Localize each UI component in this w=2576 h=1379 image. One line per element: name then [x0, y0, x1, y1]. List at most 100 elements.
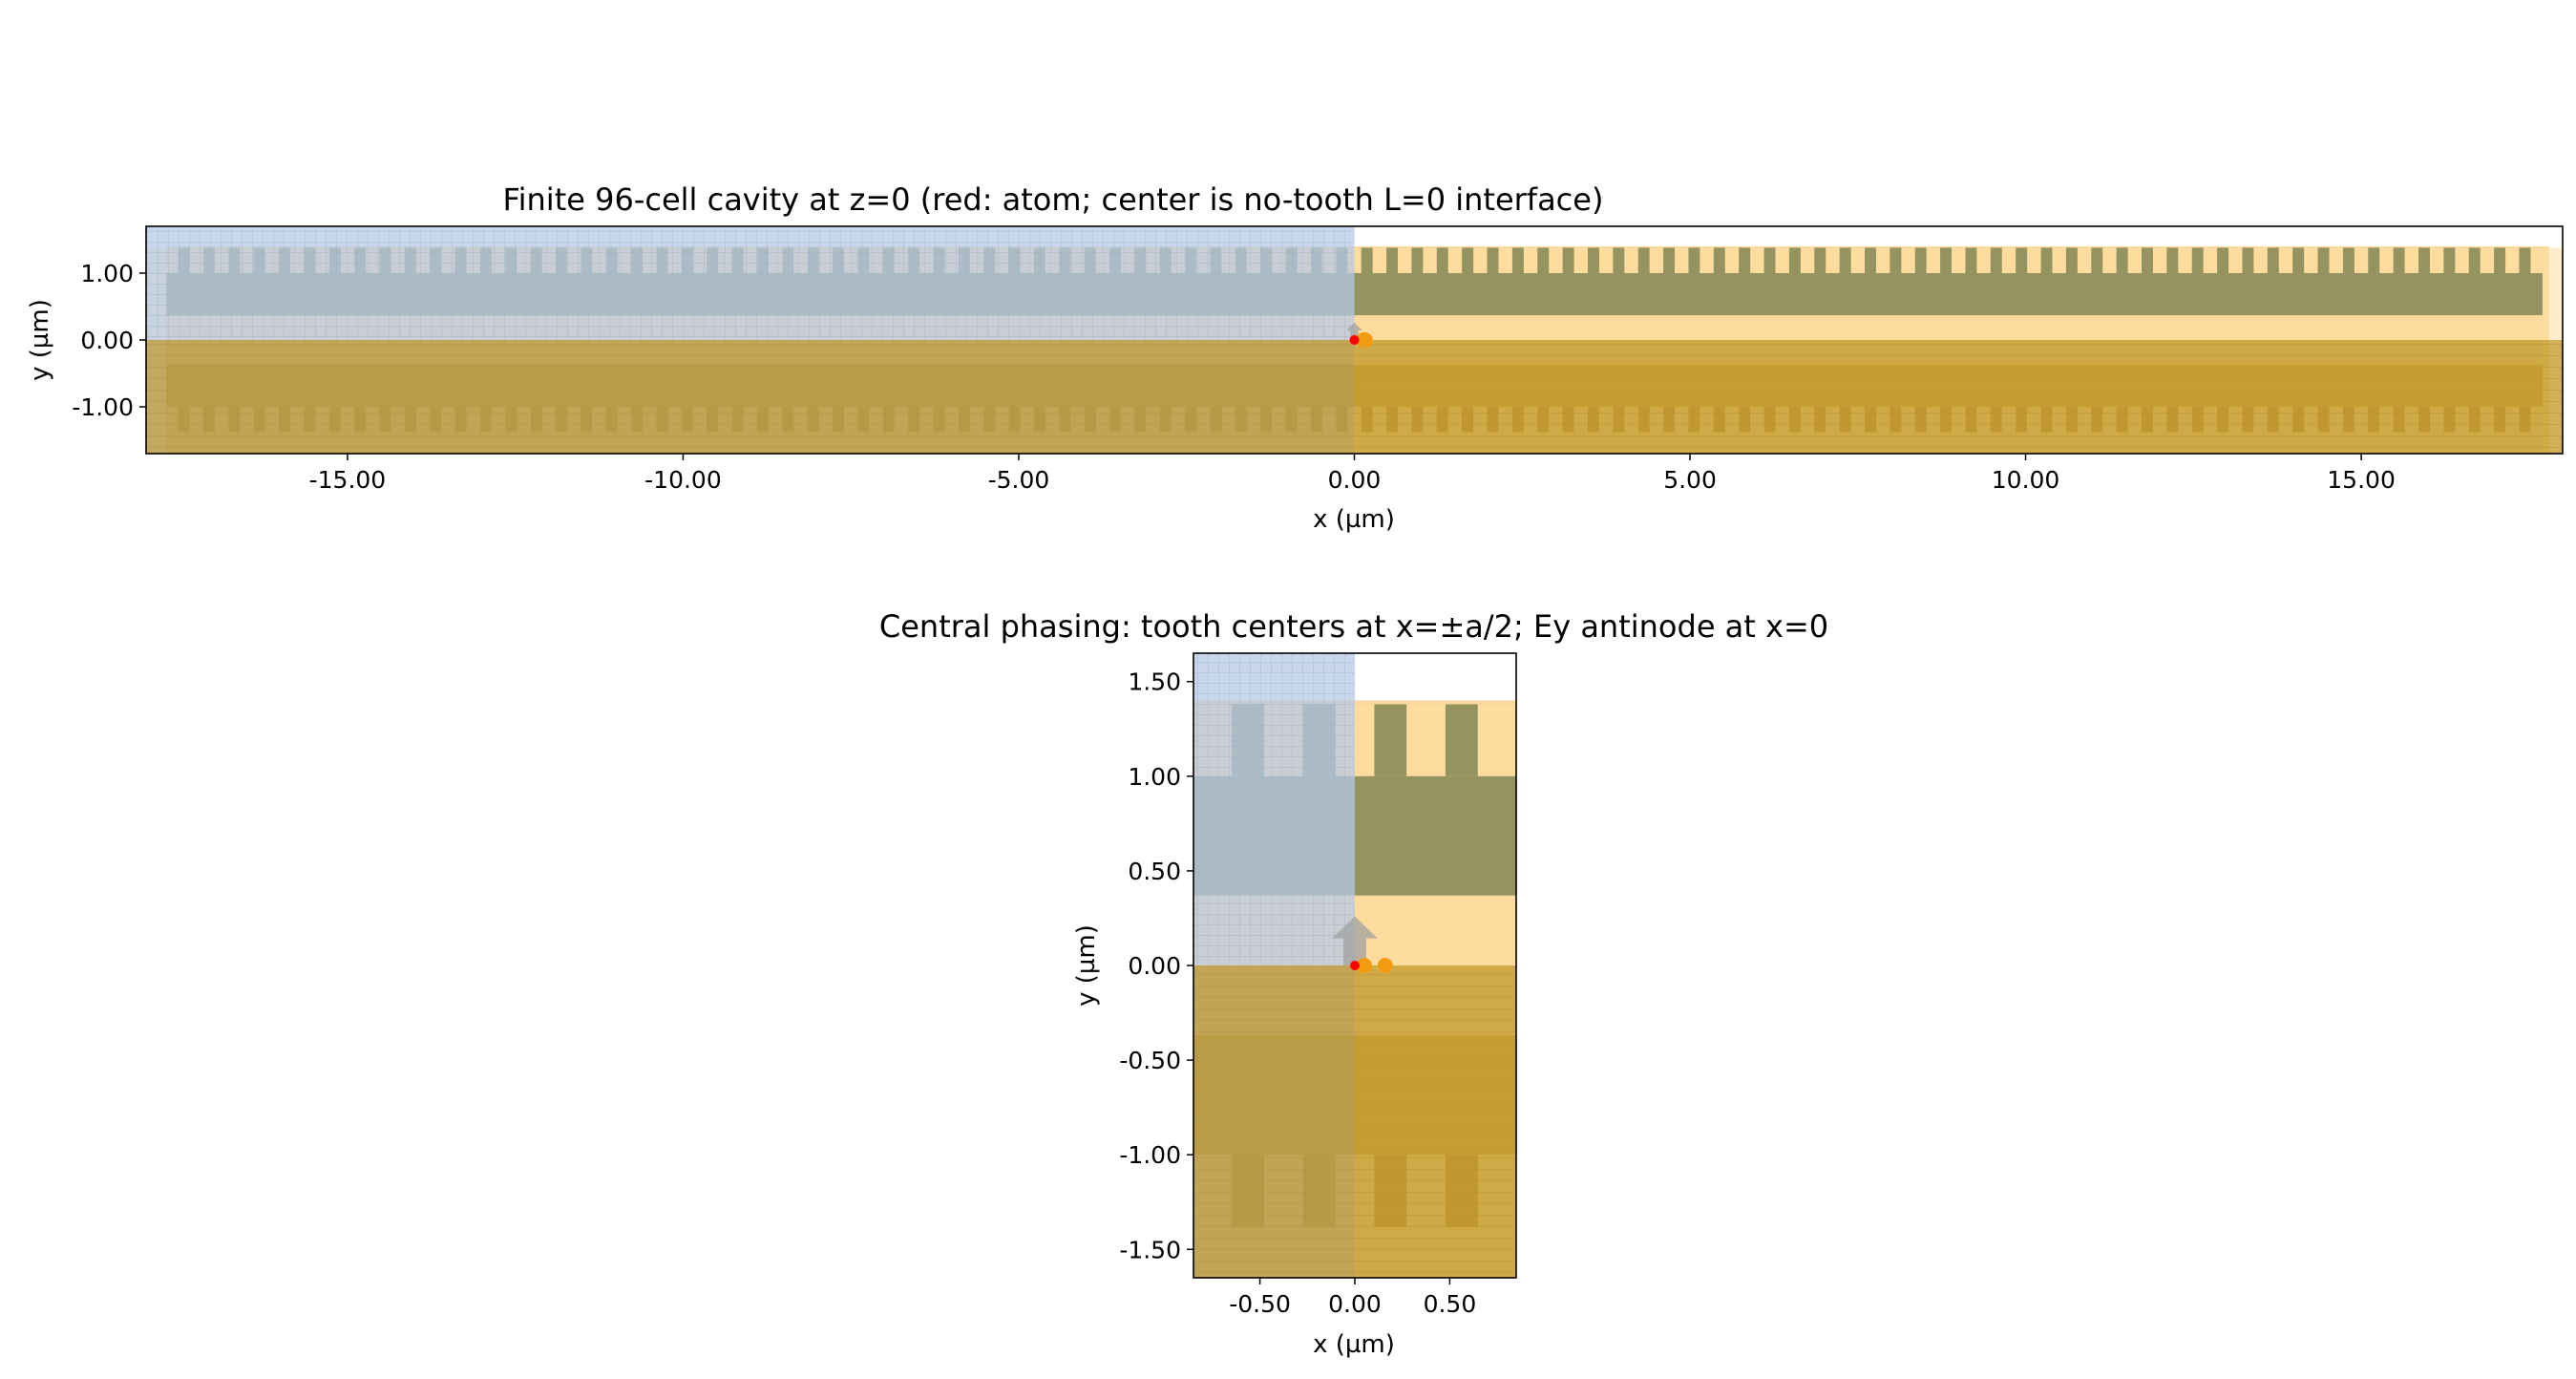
lower-tooth [2494, 407, 2506, 433]
lower-tooth [983, 407, 996, 433]
lower-tooth [379, 407, 391, 433]
lower-tooth [404, 407, 416, 433]
x-tick-label: -10.00 [644, 466, 722, 494]
upper-tooth [2494, 247, 2506, 273]
lower-tooth [908, 407, 920, 433]
lower-tooth [228, 407, 241, 433]
upper-tooth [1361, 247, 1373, 273]
lower-tooth [1940, 407, 1953, 433]
upper-tooth [1814, 247, 1826, 273]
upper-tooth [1965, 247, 1977, 273]
lower-left-shade [1193, 965, 1355, 1278]
central-plot-area [1193, 653, 1516, 1278]
lower-tooth [2443, 407, 2456, 433]
upper-tooth [2217, 247, 2229, 273]
lower-tooth [1008, 407, 1021, 433]
lower-tooth [1436, 407, 1448, 433]
upper-tooth [2040, 247, 2053, 273]
source-point [1377, 958, 1393, 973]
x-tick-label: -15.00 [309, 466, 387, 494]
y-tick-label: -1.50 [1119, 1236, 1181, 1263]
lower-left-shade [146, 340, 1355, 454]
cavity-plot-area [146, 226, 2563, 454]
lower-tooth [631, 407, 644, 433]
lower-tooth [1864, 407, 1876, 433]
lower-tooth [581, 407, 593, 433]
lower-tooth [1302, 1155, 1336, 1227]
lower-tooth [2393, 407, 2405, 433]
upper-left-hatch [1193, 653, 1355, 965]
lower-tooth [253, 407, 265, 433]
lower-tooth [530, 407, 542, 433]
lower-tooth [479, 407, 492, 433]
upper-tooth [1562, 247, 1574, 273]
lower-tooth [1235, 407, 1247, 433]
upper-tooth [2393, 247, 2405, 273]
lower-tooth [2368, 407, 2380, 433]
atom-point [1350, 961, 1360, 970]
lower-tooth [2292, 407, 2305, 433]
lower-tooth [1739, 407, 1751, 433]
lower-tooth [178, 407, 190, 433]
y-tick-label: 1.00 [80, 260, 134, 287]
x-tick-label: -0.50 [1229, 1290, 1291, 1318]
lower-tooth [807, 407, 819, 433]
lower-tooth [1663, 407, 1676, 433]
lower-tooth [1260, 407, 1273, 433]
y-tick-label: 1.50 [1128, 668, 1181, 696]
cavity-ylabel: y (µm) [26, 299, 54, 381]
upper-tooth [1788, 247, 1801, 273]
upper-tooth [1713, 247, 1725, 273]
lower-tooth [1336, 407, 1348, 433]
lower-tooth [656, 407, 668, 433]
lower-tooth [2142, 407, 2153, 433]
lower-tooth [1159, 407, 1172, 433]
cavity-title: Finite 96-cell cavity at z=0 (red: atom;… [503, 181, 1604, 218]
lower-tooth [1688, 407, 1700, 433]
lower-tooth [731, 407, 744, 433]
y-tick-label: 0.50 [1128, 858, 1181, 885]
lower-tooth [556, 407, 567, 433]
lower-tooth [2317, 407, 2330, 433]
upper-tooth [2242, 247, 2254, 273]
upper-tooth [2317, 247, 2330, 273]
upper-tooth [1688, 247, 1700, 273]
atom-point [1349, 335, 1360, 345]
upper-tooth [2468, 247, 2481, 273]
lower-tooth [1890, 407, 1902, 433]
lower-tooth [958, 407, 970, 433]
lower-tooth [1537, 407, 1550, 433]
upper-tooth [1587, 247, 1599, 273]
lower-tooth [354, 407, 367, 433]
lower-tooth [782, 407, 794, 433]
lower-tooth [430, 407, 442, 433]
x-tick-label: -5.00 [988, 466, 1050, 494]
lower-tooth [1462, 407, 1474, 433]
lower-tooth [857, 407, 870, 433]
lower-tooth [1587, 407, 1599, 433]
upper-tooth [1436, 247, 1448, 273]
lower-tooth [1990, 407, 2002, 433]
x-tick-label: 0.00 [1328, 1290, 1382, 1318]
upper-tooth [2091, 247, 2103, 273]
lower-tooth [1487, 407, 1499, 433]
upper-tooth [2191, 247, 2204, 273]
lower-tooth [2468, 407, 2481, 433]
upper-tooth [1411, 247, 1424, 273]
lower-tooth [2016, 407, 2028, 433]
lower-tooth [1445, 1155, 1478, 1227]
x-tick-label: 0.50 [1424, 1290, 1477, 1318]
upper-tooth [1462, 247, 1474, 273]
central-ylabel: y (µm) [1072, 924, 1101, 1007]
cavity-xlabel: x (µm) [1313, 505, 1395, 534]
lower-tooth [1788, 407, 1801, 433]
central-title: Central phasing: tooth centers at x=±a/2… [879, 608, 1828, 645]
central-xlabel: x (µm) [1313, 1330, 1395, 1359]
upper-tooth [2368, 247, 2380, 273]
central-ticks: -0.50 0.00 0.50 -1.50 -1.00 -0.50 0.00 0.50 1.00… [1119, 668, 1476, 1318]
upper-tooth [2116, 247, 2128, 273]
y-tick-label: 0.00 [1128, 952, 1181, 980]
lower-tooth [2217, 407, 2229, 433]
upper-tooth [2016, 247, 2028, 273]
y-tick-label: 1.00 [1128, 763, 1181, 791]
